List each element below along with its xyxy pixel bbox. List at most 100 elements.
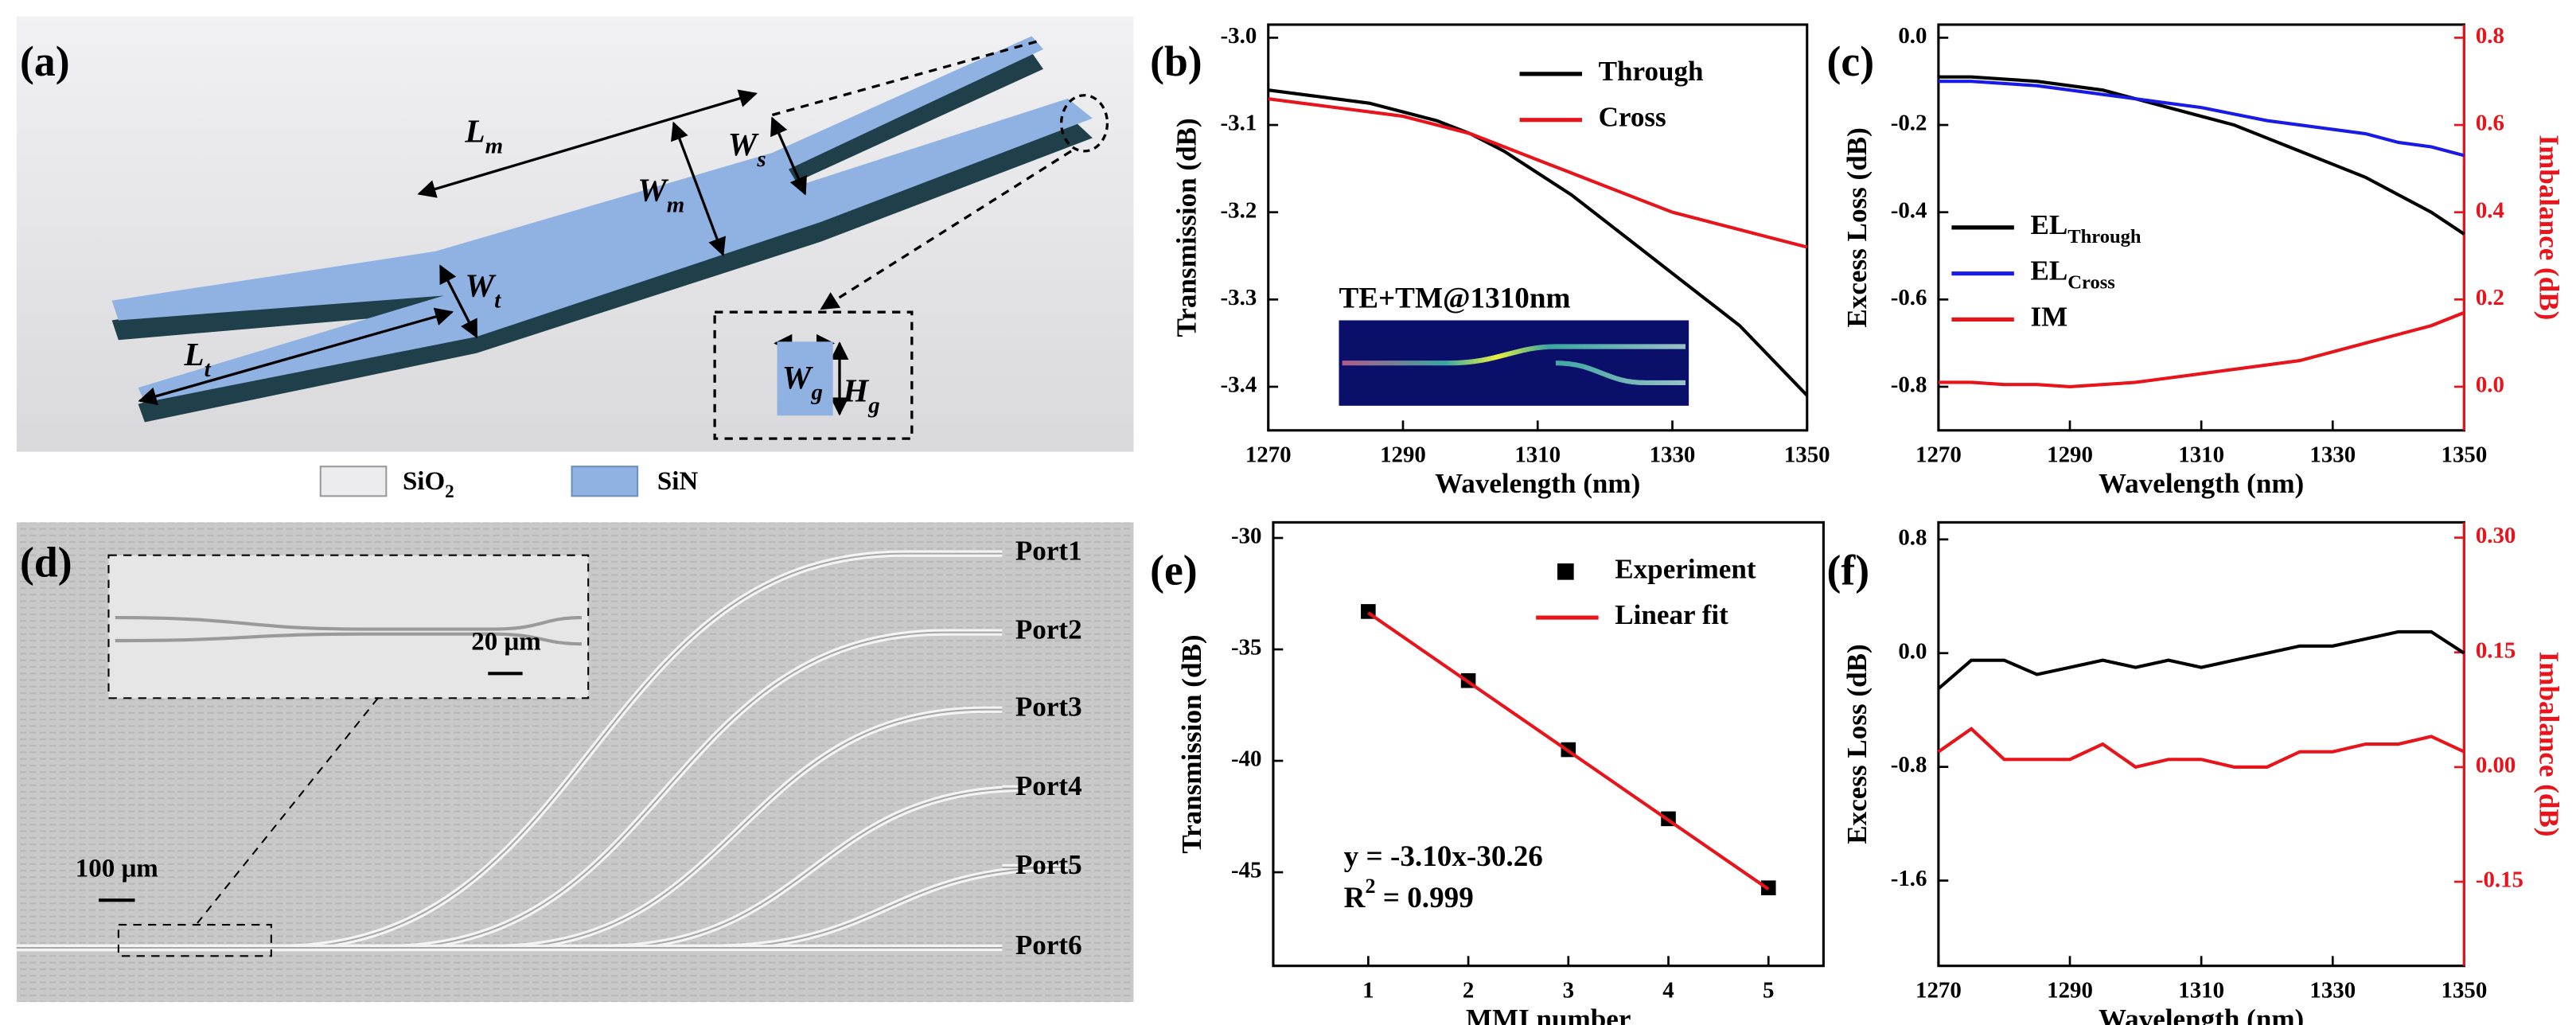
r-squared-sup: 2 — [1366, 875, 1376, 898]
x-tick-label: 1 — [1362, 977, 1374, 1003]
zoom-leader — [197, 697, 379, 924]
y-tick-label: -0.6 — [1891, 285, 1927, 310]
legend-swatch-sio2 — [319, 466, 388, 497]
dimension-label: Wm — [637, 172, 684, 217]
r-squared: R2 = 0.999 — [1344, 875, 1474, 914]
legend-name-sub: Through — [2067, 226, 2141, 247]
y-axis-title: Excess Loss (dB) — [1841, 127, 1873, 327]
y2-axis-title: Imbalance (dB) — [2534, 652, 2565, 837]
legend-name: Cross — [1599, 102, 1666, 133]
y2-tick-label: 0.8 — [2476, 23, 2504, 49]
x-tick-label: 1330 — [2309, 977, 2356, 1003]
y2-tick-label: 0.2 — [2476, 285, 2504, 310]
dimension-label-sub: t — [494, 287, 501, 313]
zoom-region — [117, 924, 272, 957]
x-tick-label: 1330 — [2309, 442, 2356, 467]
dimension-label-sub: t — [205, 357, 212, 382]
waveguide-core — [16, 631, 1003, 949]
y-tick-label: -0.8 — [1891, 752, 1927, 778]
x-axis-title: Wavelength (nm) — [1435, 468, 1640, 499]
y-tick-label: -0.2 — [1891, 111, 1927, 136]
y-tick-label: -35 — [1231, 635, 1262, 661]
x-tick-label: 1310 — [2178, 977, 2224, 1003]
y2-tick-label: 0.6 — [2476, 111, 2504, 136]
y-axis-title: Excess Loss (dB) — [1841, 644, 1873, 844]
legend-label: Linear fit — [1615, 599, 1728, 630]
y-tick-label: 0.0 — [1898, 638, 1927, 664]
y-tick-label: -3.1 — [1221, 111, 1257, 136]
port-label: Port1 — [1015, 536, 1082, 567]
waveguide-core — [16, 552, 1003, 949]
legend-name: Through — [1599, 56, 1704, 87]
dimension-label-main: W — [637, 172, 669, 209]
y-tick-label: -40 — [1231, 746, 1262, 772]
series-line — [1938, 75, 2465, 236]
dimension-label: Ws — [728, 126, 766, 171]
legend-name: Linear fit — [1615, 599, 1728, 630]
port-label: Port6 — [1015, 930, 1082, 961]
legend-marker — [1557, 563, 1574, 580]
panel-label: (d) — [20, 538, 72, 586]
port-label: Port4 — [1015, 770, 1082, 801]
dimension-arrows — [138, 40, 1109, 440]
dimension-label: Lm — [464, 113, 503, 158]
x-tick-label: 1290 — [1380, 442, 1426, 467]
series-line — [1937, 629, 2465, 690]
x-tick-label: 1350 — [1784, 442, 1830, 467]
y-tick-label: -0.4 — [1891, 197, 1927, 223]
material-label: SiO2 — [403, 466, 454, 501]
x-tick-label: 2 — [1463, 977, 1474, 1003]
x-tick-label: 3 — [1563, 977, 1574, 1003]
annotation: TE+TM@1310nm — [1339, 282, 1570, 314]
legend-name: EL — [2030, 255, 2067, 286]
x-tick-label: 4 — [1662, 977, 1674, 1003]
y-tick-label: -3.3 — [1221, 285, 1257, 310]
port-label: Port3 — [1015, 692, 1082, 723]
dimension-label-main: W — [782, 359, 814, 396]
dimension-label-sub: g — [867, 392, 879, 418]
y-tick-label: 0.8 — [1898, 524, 1927, 550]
material-label-main: SiO — [403, 466, 445, 495]
x-tick-label: 1270 — [1915, 977, 1962, 1003]
dimension-label-main: H — [842, 372, 870, 409]
dimension-label-main: L — [464, 113, 485, 150]
panel-label: (e) — [1150, 547, 1198, 594]
x-tick-label: 1310 — [1514, 442, 1561, 467]
inset-waveguide — [115, 616, 582, 646]
y2-tick-label: 0.0 — [2476, 372, 2504, 398]
legend-label: IM — [2030, 302, 2067, 333]
y-tick-label: -3.4 — [1221, 372, 1257, 398]
legend-name: EL — [2030, 209, 2067, 240]
dimension-label-sub: s — [756, 146, 766, 171]
y-tick-label: -30 — [1231, 524, 1262, 549]
dimension-label-main: W — [728, 126, 760, 162]
y-tick-label: -0.8 — [1891, 372, 1927, 398]
plot-frame — [1272, 520, 1825, 968]
legend-name: Experiment — [1615, 553, 1756, 584]
y-tick-label: -3.2 — [1221, 197, 1257, 223]
series-line — [1938, 80, 2465, 158]
y-tick-label: -45 — [1231, 858, 1262, 883]
r-squared-main: R — [1344, 882, 1366, 914]
dimension-label-sub: m — [667, 192, 684, 217]
x-tick-label: 1290 — [2047, 442, 2093, 467]
dimension-label: Wt — [465, 267, 501, 313]
y-tick-label: -1.6 — [1891, 866, 1927, 891]
x-tick-label: 1350 — [2442, 977, 2488, 1003]
series-line — [1937, 727, 2465, 770]
y-axis-title: Transmission (dB) — [1171, 118, 1202, 337]
x-tick-label: 1270 — [1245, 442, 1292, 467]
scale-label: 20 μm — [471, 628, 541, 657]
field-profile — [1342, 344, 1686, 386]
waveguides — [16, 550, 1068, 952]
legend-swatch-sin — [571, 466, 639, 497]
waveguide-core — [16, 708, 1003, 949]
x-axis-title: MMI number — [1466, 1004, 1631, 1025]
panel-label: (c) — [1827, 37, 1875, 85]
legend-label: Through — [1599, 56, 1704, 87]
x-axis-title: Wavelength (nm) — [2099, 468, 2304, 499]
dimension-label-sub: m — [485, 133, 503, 158]
y-tick-label: 0.0 — [1898, 23, 1927, 49]
